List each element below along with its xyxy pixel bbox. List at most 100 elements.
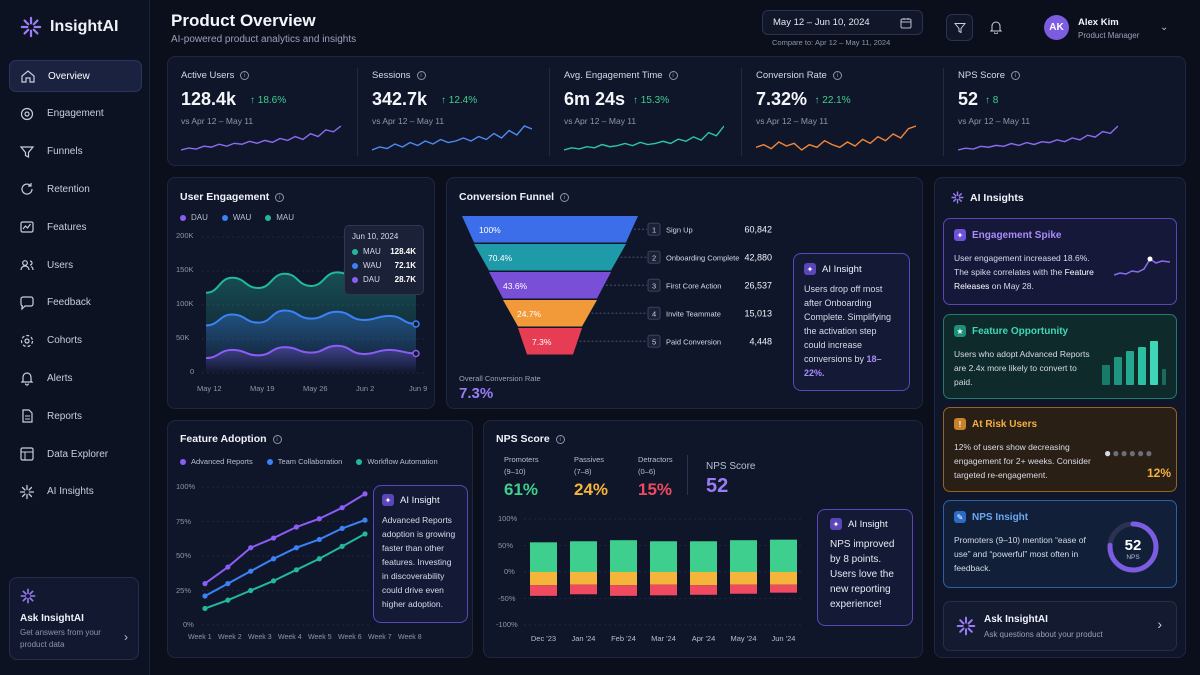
info-icon[interactable]: i (272, 434, 282, 444)
nps-score-value: 52 (706, 475, 729, 497)
funnel-segment[interactable] (503, 300, 597, 327)
y-tick: 200K (176, 231, 194, 240)
x-tick: Jun 9 (409, 384, 428, 393)
data-point (225, 581, 231, 587)
tooltip-name: MAU (363, 247, 381, 256)
sidebar-item-feedback[interactable]: Feedback (9, 287, 142, 319)
insight-card-body: Promoters (9–10) mention “ease of use” a… (954, 535, 1086, 573)
bar-detractors[interactable] (610, 585, 637, 596)
bar-promoters[interactable] (730, 540, 757, 572)
bar-detractors[interactable] (690, 585, 717, 595)
insight-card-feature-opportunity[interactable]: ★ Feature Opportunity Users who adopt Adv… (943, 314, 1177, 399)
sidebar-item-users[interactable]: Users (9, 249, 142, 281)
info-icon[interactable]: i (555, 434, 565, 444)
info-icon[interactable]: i (560, 192, 570, 202)
engagement-chart[interactable] (202, 233, 424, 378)
info-icon[interactable]: i (668, 71, 678, 80)
funnel-segment[interactable] (489, 272, 611, 299)
kpi-delta-value: 22.1% (822, 95, 851, 106)
funnel-segment[interactable] (518, 328, 582, 355)
bar-promoters[interactable] (610, 540, 637, 572)
info-icon[interactable]: i (832, 71, 842, 80)
info-icon[interactable]: i (275, 192, 285, 202)
data-point (270, 556, 277, 562)
bar-passives[interactable] (730, 572, 757, 585)
x-tick: Week 1 (188, 634, 212, 641)
funnel-segment[interactable] (462, 216, 638, 243)
data-point (225, 597, 231, 603)
bar-detractors[interactable] (650, 584, 677, 596)
users-icon (20, 260, 34, 271)
funnel-pct: 100% (479, 225, 501, 235)
kpi-card-conversion-rate[interactable]: Conversion Rate i 7.32% ↑ 22.1% vs Apr 12 – … (741, 56, 943, 166)
insight-card-nps-insight[interactable]: ✎ NPS Insight Promoters (9–10) mention “e… (943, 500, 1177, 588)
kpi-card-nps-score[interactable]: NPS Score i 52 ↑ 8 vs Apr 12 – May 11 (943, 56, 1186, 166)
bar-promoters[interactable] (650, 541, 677, 572)
nps-chart[interactable]: Dec '23 Jan '24 Feb '24 Mar '24 Apr '24 May '… (524, 517, 804, 652)
funnel-title: Conversion Funnel (459, 191, 555, 203)
bar-passives[interactable] (690, 572, 717, 586)
sidebar-item-funnels[interactable]: Funnels (9, 136, 142, 168)
date-range-picker[interactable]: May 12 – Jun 10, 2024 (762, 10, 923, 35)
x-tick: May 12 (197, 384, 222, 393)
bar-detractors[interactable] (770, 584, 797, 593)
info-icon[interactable]: i (240, 71, 250, 80)
bar-detractors[interactable] (730, 584, 757, 594)
y-tick: -50% (498, 593, 516, 603)
at-risk-stat: 12% (1147, 466, 1172, 480)
sidebar-item-alerts[interactable]: Alerts (9, 362, 142, 394)
data-point (248, 568, 254, 574)
insight-card-at-risk-users[interactable]: ! At Risk Users 12% of users show decreas… (943, 407, 1177, 492)
tooltip-row: MAU 128.4K (352, 247, 416, 256)
bar-passives[interactable] (610, 572, 637, 586)
bar-detractors[interactable] (570, 584, 597, 595)
kpi-card-avg-engagement-time[interactable]: Avg. Engagement Time i 6m 24s ↑ 15.3% vs Apr… (549, 56, 741, 166)
user-name[interactable]: Alex Kim (1078, 17, 1119, 28)
adoption-chart[interactable] (202, 485, 372, 627)
sidebar-item-ai-insights[interactable]: AI Insights (9, 476, 142, 508)
sidebar-item-reports[interactable]: Reports (9, 400, 142, 432)
x-tick: Dec '23 (531, 634, 556, 643)
kpi-card-active-users[interactable]: Active Users i 128.4k ↑ 18.6% vs Apr 12 – Ma… (167, 56, 357, 166)
ask-insightai-button[interactable]: Ask InsightAI Ask questions about your p… (943, 601, 1177, 651)
filter-button[interactable] (946, 14, 973, 41)
funnel-segment[interactable] (474, 244, 626, 271)
ask-subtitle: Ask questions about your product (984, 630, 1103, 639)
bar-promoters[interactable] (770, 539, 797, 572)
funnel-chart[interactable]: 100% 1 Sign Up 60,842 70.4% 2 Onboarding Compl… (447, 178, 924, 410)
data-point (339, 525, 345, 531)
bar-detractors[interactable] (530, 585, 557, 596)
home-icon (21, 70, 35, 83)
app-logo[interactable]: InsightAI (20, 16, 118, 38)
kpi-label: Active Users (181, 70, 235, 81)
ask-insightai-card[interactable]: Ask InsightAI Get answers from your prod… (9, 577, 139, 660)
bar-passives[interactable] (570, 572, 597, 585)
bar-promoters[interactable] (530, 542, 557, 572)
kpi-card-sessions[interactable]: Sessions i 342.7k ↑ 12.4% vs Apr 12 – May 11 (357, 56, 549, 166)
bar-promoters[interactable] (570, 541, 597, 572)
bell-icon (20, 372, 34, 386)
info-icon[interactable]: i (1011, 71, 1020, 80)
users-group-icon: ●●●●●● (1104, 446, 1154, 460)
data-point (293, 567, 300, 573)
bar-passives[interactable] (770, 572, 797, 585)
sidebar-item-data-explorer[interactable]: Data Explorer (9, 438, 142, 470)
info-icon[interactable]: i (416, 71, 426, 80)
nps-group-label: Promoters (504, 455, 539, 464)
sidebar-item-engagement[interactable]: Engagement (9, 98, 142, 130)
bar-passives[interactable] (530, 572, 557, 586)
x-tick: Apr '24 (692, 634, 716, 643)
bar-promoters[interactable] (690, 541, 717, 572)
bar-passives[interactable] (650, 572, 677, 585)
sidebar-item-features[interactable]: Features (9, 211, 142, 243)
x-tick: May '24 (730, 634, 756, 643)
chevron-down-icon[interactable]: ⌄ (1160, 22, 1169, 33)
sidebar-item-label: Engagement (47, 108, 104, 120)
sidebar-item-cohorts[interactable]: Cohorts (9, 325, 142, 357)
kpi-delta: ↑ 22.1% (815, 95, 851, 106)
sidebar-item-retention[interactable]: Retention (9, 173, 142, 205)
insight-card-engagement-spike[interactable]: ✦ Engagement Spike User engagement increa… (943, 218, 1177, 305)
sidebar-item-overview[interactable]: Overview (9, 60, 142, 92)
notifications-button[interactable] (989, 20, 1003, 37)
avatar[interactable]: AK (1044, 15, 1069, 40)
